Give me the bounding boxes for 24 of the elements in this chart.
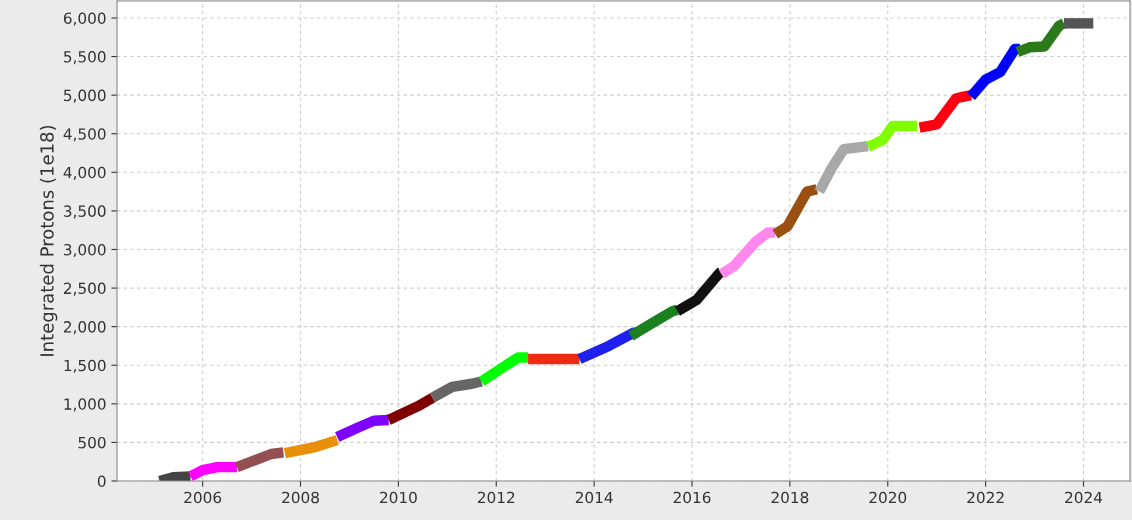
x-tick-label: 2014 [575,491,613,504]
y-axis-title: Integrated Protons (1e18) [39,125,58,356]
y-tick-label: 4,000 [63,166,106,180]
x-tick-label: 2008 [282,491,319,504]
y-tick-label: 1,000 [64,398,106,412]
x-tick-label: 2010 [380,491,417,504]
x-tick-label: 2018 [771,491,809,504]
y-tick-label: 500 [78,436,106,449]
y-tick-label: 6,000 [63,12,106,26]
x-tick-label: 2022 [967,491,1004,504]
x-tick-label: 2024 [1065,491,1103,504]
x-tick-label: 2012 [477,491,515,504]
y-tick-label: 5,500 [64,51,106,65]
y-tick-label: 5,000 [64,89,106,103]
y-tick-label: 1,500 [64,359,106,373]
x-tick-label: 2016 [673,491,711,504]
x-tick-label: 2006 [184,491,222,504]
y-tick-label: 2,500 [63,282,106,296]
y-tick-label: 2,000 [63,321,106,335]
y-tick-label: 4,500 [63,128,106,142]
x-tick-label: 2020 [869,491,907,504]
y-tick-label: 3,000 [64,243,106,258]
y-tick-label: 3,500 [64,205,106,219]
y-tick-label: 0 [97,475,106,488]
